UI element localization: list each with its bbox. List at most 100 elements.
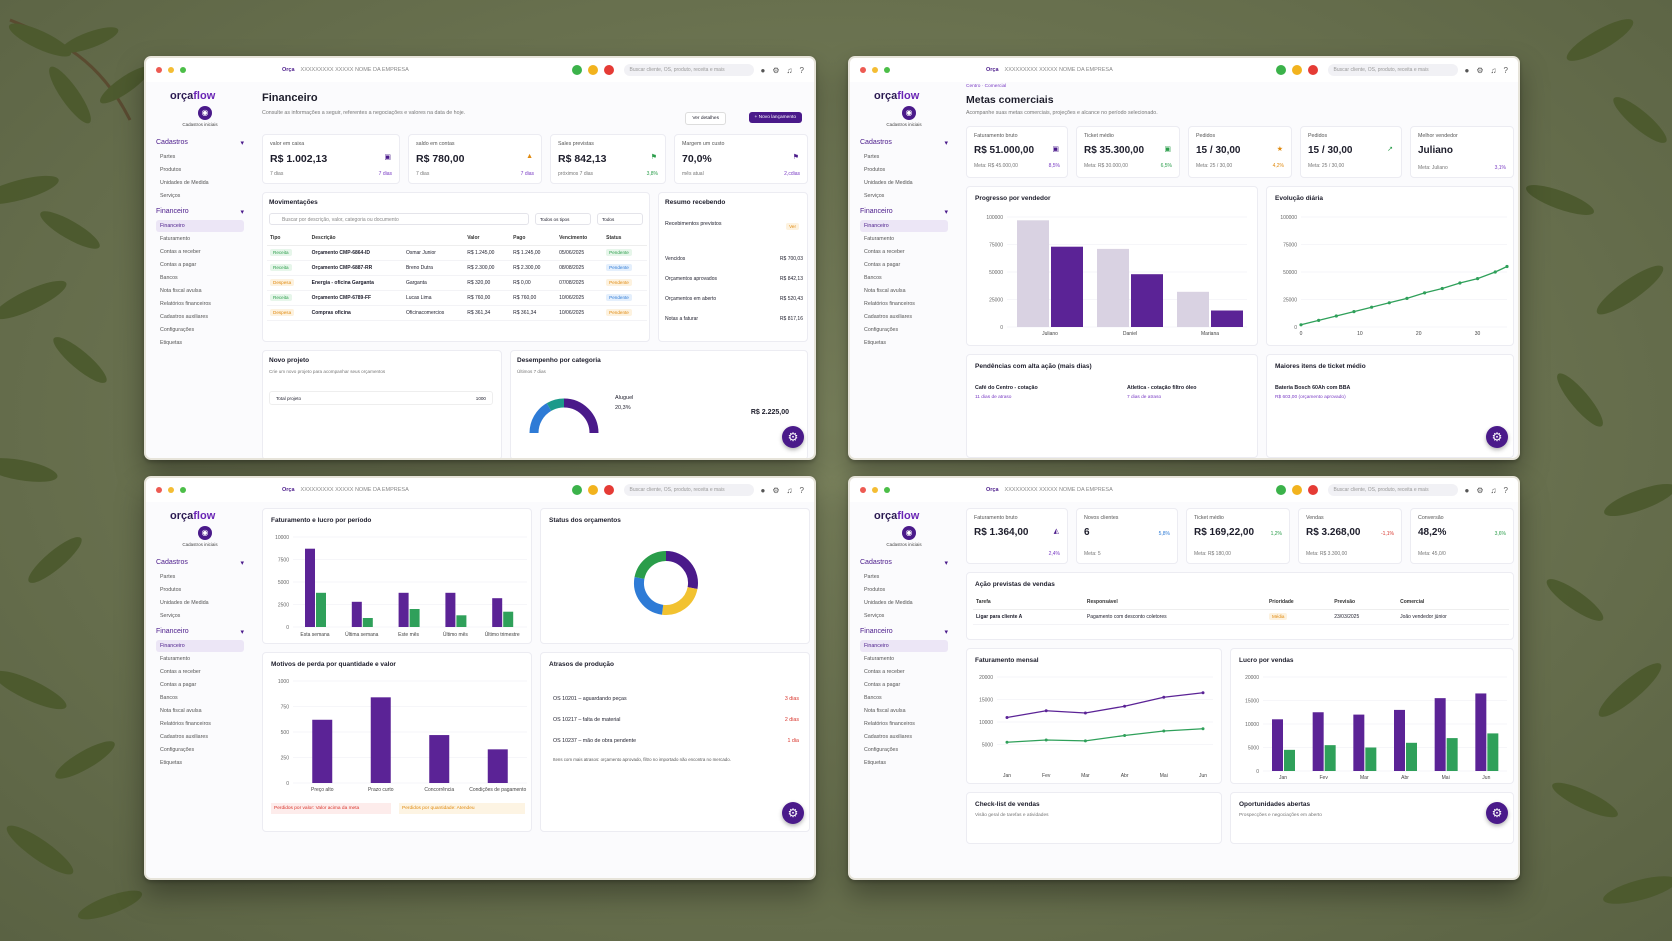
sidebar-item-cadastros-aux[interactable]: Cadastros auxiliares [160, 734, 208, 740]
sidebar-item-servicos[interactable]: Serviços [864, 613, 885, 619]
settings-fab-icon[interactable]: ⚙ [1486, 426, 1508, 448]
sidebar-item-financeiro[interactable]: Financeiro [156, 640, 244, 652]
sidebar-item-relatorios[interactable]: Relatórios financeiros [864, 301, 915, 307]
sidebar-item-partes[interactable]: Partes [864, 154, 880, 160]
table-row[interactable]: Receita Orçamento CMP-6887-RR Breno Dutra R… [267, 260, 647, 276]
sidebar-item-cadastros-aux[interactable]: Cadastros auxiliares [864, 314, 912, 320]
maximize-dot[interactable] [180, 487, 186, 493]
sidebar-item-configuracoes[interactable]: Configurações [160, 747, 195, 753]
mov-search-input[interactable]: Buscar por descrição, valor, categoria o… [269, 213, 529, 225]
sidebar-item-contas-receber[interactable]: Contas a receber [864, 249, 905, 255]
sidebar-item-produtos[interactable]: Produtos [160, 167, 182, 173]
list-item[interactable]: OS 10217 – falta de material 2 dias [553, 717, 799, 723]
user-icon[interactable]: ● [1464, 485, 1470, 495]
sidebar-item-bancos[interactable]: Bancos [160, 275, 178, 281]
sidebar-item-relatorios[interactable]: Relatórios financeiros [160, 721, 211, 727]
user-icon[interactable]: ● [1464, 65, 1470, 75]
sidebar-item-bancos[interactable]: Bancos [160, 695, 178, 701]
sidebar-item-nota-fiscal[interactable]: Nota fiscal avulsa [864, 708, 906, 714]
sidebar-item-unidades[interactable]: Unidades de Medida [864, 600, 913, 606]
table-row[interactable]: Despesa Energia - oficina Garganta Gargant… [267, 275, 647, 291]
sidebar-item-relatorios[interactable]: Relatórios financeiros [160, 301, 211, 307]
user-icon[interactable]: ● [760, 485, 766, 495]
settings-fab-icon[interactable]: ⚙ [1486, 802, 1508, 824]
maximize-dot[interactable] [884, 67, 890, 73]
close-dot[interactable] [156, 487, 162, 493]
sidebar-item-etiquetas[interactable]: Etiquetas [160, 340, 183, 346]
list-item[interactable]: OS 10201 – aguardando peças 3 dias [553, 696, 799, 702]
bell-icon[interactable]: ♫ [786, 485, 793, 495]
page-breadcrumb[interactable]: Centro · Comercial [966, 84, 1007, 89]
settings-fab-icon[interactable]: ⚙ [782, 426, 804, 448]
help-icon[interactable]: ? [799, 485, 804, 495]
sidebar-item-financeiro[interactable]: Financeiro [156, 220, 244, 232]
settings-fab-icon[interactable]: ⚙ [782, 802, 804, 824]
sidebar-item-faturamento[interactable]: Faturamento [160, 236, 191, 242]
ticket-item[interactable]: Bateria Bosch 60Ah com BBA [1275, 385, 1351, 391]
sidebar-item-servicos[interactable]: Serviços [864, 193, 885, 199]
sidebar-section-cadastros[interactable]: Cadastros ▾ [156, 559, 244, 567]
sidebar-section-financeiro[interactable]: Financeiro ▾ [156, 208, 244, 216]
sidebar-item-servicos[interactable]: Serviços [160, 613, 181, 619]
sidebar-item-contas-pagar[interactable]: Contas a pagar [160, 682, 197, 688]
table-row[interactable]: Despesa Compras oficina Oficinacomercios R$… [267, 305, 647, 321]
sidebar-item-unidades[interactable]: Unidades de Medida [864, 180, 913, 186]
sidebar-section-financeiro[interactable]: Financeiro ▾ [860, 208, 948, 216]
sidebar-item-cadastros-aux[interactable]: Cadastros auxiliares [160, 314, 208, 320]
help-icon[interactable]: ? [1503, 65, 1508, 75]
close-dot[interactable] [860, 487, 866, 493]
sidebar-section-cadastros[interactable]: Cadastros ▾ [860, 559, 948, 567]
maximize-dot[interactable] [884, 487, 890, 493]
sidebar-section-cadastros[interactable]: Cadastros ▾ [156, 139, 244, 147]
close-dot[interactable] [860, 67, 866, 73]
sidebar-item-produtos[interactable]: Produtos [864, 167, 886, 173]
settings-icon[interactable]: ⚙ [1476, 65, 1484, 75]
sidebar-item-configuracoes[interactable]: Configurações [160, 327, 195, 333]
sidebar-item-unidades[interactable]: Unidades de Medida [160, 180, 209, 186]
sidebar-item-bancos[interactable]: Bancos [864, 275, 882, 281]
sidebar-item-nota-fiscal[interactable]: Nota fiscal avulsa [160, 708, 202, 714]
sidebar-item-contas-receber[interactable]: Contas a receber [160, 249, 201, 255]
table-row[interactable]: Ligar para cliente A Pagamento com descon… [973, 609, 1509, 625]
sidebar-item-nota-fiscal[interactable]: Nota fiscal avulsa [864, 288, 906, 294]
sidebar-item-produtos[interactable]: Produtos [160, 587, 182, 593]
status-filter[interactable]: Todos [597, 213, 643, 225]
settings-icon[interactable]: ⚙ [1476, 485, 1484, 495]
sidebar-item-contas-pagar[interactable]: Contas a pagar [160, 262, 197, 268]
sidebar-item-financeiro[interactable]: Financeiro [860, 640, 948, 652]
maximize-dot[interactable] [180, 67, 186, 73]
sidebar-item-partes[interactable]: Partes [864, 574, 880, 580]
minimize-dot[interactable] [168, 67, 174, 73]
sidebar-item-faturamento[interactable]: Faturamento [160, 656, 191, 662]
avatar[interactable]: ◉ [902, 106, 916, 120]
total-projeto-input[interactable]: Total projeto 1000 [269, 391, 493, 405]
sidebar-item-faturamento[interactable]: Faturamento [864, 236, 895, 242]
new-entry-button[interactable]: + Novo lançamento [748, 112, 802, 123]
minimize-dot[interactable] [872, 67, 878, 73]
bell-icon[interactable]: ♫ [1490, 65, 1497, 75]
pendencia-item[interactable]: Café do Centro - cotação [975, 385, 1038, 391]
sidebar-item-produtos[interactable]: Produtos [864, 587, 886, 593]
sidebar-item-unidades[interactable]: Unidades de Medida [160, 600, 209, 606]
table-row[interactable]: Receita Orçamento CMP-6789-FF Lucas Lima R$… [267, 290, 647, 306]
sidebar-section-financeiro[interactable]: Financeiro ▾ [860, 628, 948, 636]
sidebar-item-faturamento[interactable]: Faturamento [864, 656, 895, 662]
sidebar-item-partes[interactable]: Partes [160, 574, 176, 580]
avatar[interactable]: ◉ [198, 526, 212, 540]
list-item[interactable]: OS 10237 – mão de obra pendente 1 dia [553, 738, 799, 744]
help-icon[interactable]: ? [799, 65, 804, 75]
sidebar-item-etiquetas[interactable]: Etiquetas [864, 340, 887, 346]
sidebar-section-cadastros[interactable]: Cadastros ▾ [860, 139, 948, 147]
sidebar-item-contas-pagar[interactable]: Contas a pagar [864, 682, 901, 688]
search-input[interactable]: Buscar cliente, OS, produto, receita e m… [1327, 484, 1458, 496]
sidebar-item-etiquetas[interactable]: Etiquetas [160, 760, 183, 766]
details-button[interactable]: Ver detalhes [685, 112, 726, 125]
sidebar-item-bancos[interactable]: Bancos [864, 695, 882, 701]
bell-icon[interactable]: ♫ [786, 65, 793, 75]
sidebar-item-contas-receber[interactable]: Contas a receber [864, 669, 905, 675]
search-input[interactable]: Buscar cliente, OS, produto, receita e m… [623, 484, 754, 496]
minimize-dot[interactable] [872, 487, 878, 493]
user-icon[interactable]: ● [760, 65, 766, 75]
search-input[interactable]: Buscar cliente, OS, produto, receita e m… [1327, 64, 1458, 76]
type-filter[interactable]: Todos os tipos [535, 213, 591, 225]
